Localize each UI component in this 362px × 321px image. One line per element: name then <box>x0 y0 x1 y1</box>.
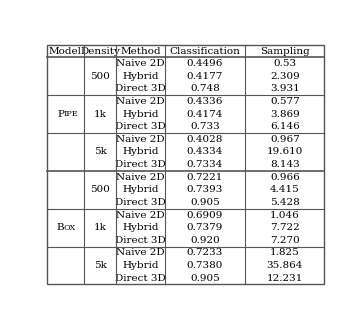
Text: Sampling: Sampling <box>260 47 310 56</box>
Text: Hybrid: Hybrid <box>122 109 159 118</box>
Text: 0.4336: 0.4336 <box>187 97 223 106</box>
Text: 0.733: 0.733 <box>190 122 220 131</box>
Text: Naive 2D: Naive 2D <box>116 211 165 220</box>
Text: 0.7379: 0.7379 <box>187 223 223 232</box>
Text: 1.046: 1.046 <box>270 211 300 220</box>
Text: 4.415: 4.415 <box>270 185 300 194</box>
Text: 1.825: 1.825 <box>270 248 300 257</box>
Text: Hybrid: Hybrid <box>122 72 159 81</box>
Text: 0.4496: 0.4496 <box>187 59 223 68</box>
Text: 35.864: 35.864 <box>267 261 303 270</box>
Text: 0.7393: 0.7393 <box>187 185 223 194</box>
Text: Hybrid: Hybrid <box>122 261 159 270</box>
Text: Naive 2D: Naive 2D <box>116 97 165 106</box>
Text: Naive 2D: Naive 2D <box>116 59 165 68</box>
Text: 5k: 5k <box>94 261 106 270</box>
Text: 500: 500 <box>90 72 110 81</box>
Text: Hybrid: Hybrid <box>122 223 159 232</box>
Text: Direct 3D: Direct 3D <box>115 160 166 169</box>
Text: Naive 2D: Naive 2D <box>116 173 165 182</box>
Text: 0.577: 0.577 <box>270 97 300 106</box>
Text: Density: Density <box>80 47 120 56</box>
Text: OX: OX <box>64 224 76 232</box>
Text: 2.309: 2.309 <box>270 72 300 81</box>
Text: Direct 3D: Direct 3D <box>115 236 166 245</box>
Text: 3.931: 3.931 <box>270 84 300 93</box>
Text: 6.146: 6.146 <box>270 122 300 131</box>
Text: 0.905: 0.905 <box>190 198 220 207</box>
Text: 0.7233: 0.7233 <box>187 248 223 257</box>
Text: 0.53: 0.53 <box>273 59 296 68</box>
Text: 3.869: 3.869 <box>270 109 300 118</box>
Text: P: P <box>57 109 64 118</box>
Text: Classification: Classification <box>169 47 240 56</box>
Text: B: B <box>56 223 64 232</box>
Text: Naive 2D: Naive 2D <box>116 135 165 144</box>
Text: Direct 3D: Direct 3D <box>115 198 166 207</box>
Text: IPE: IPE <box>64 110 79 118</box>
Text: 0.4174: 0.4174 <box>187 109 223 118</box>
Text: 0.7334: 0.7334 <box>187 160 223 169</box>
Text: Method: Method <box>120 47 161 56</box>
Text: 1k: 1k <box>94 109 106 118</box>
Text: 500: 500 <box>90 185 110 194</box>
Text: 19.610: 19.610 <box>267 147 303 156</box>
Text: 0.967: 0.967 <box>270 135 300 144</box>
Text: Hybrid: Hybrid <box>122 147 159 156</box>
Text: 5.428: 5.428 <box>270 198 300 207</box>
Text: 0.920: 0.920 <box>190 236 220 245</box>
Text: Model: Model <box>49 47 82 56</box>
Text: Naive 2D: Naive 2D <box>116 248 165 257</box>
Text: 0.4028: 0.4028 <box>187 135 223 144</box>
Text: 8.143: 8.143 <box>270 160 300 169</box>
Text: 7.270: 7.270 <box>270 236 300 245</box>
Text: 12.231: 12.231 <box>267 273 303 283</box>
Text: Direct 3D: Direct 3D <box>115 273 166 283</box>
Text: 0.905: 0.905 <box>190 273 220 283</box>
Text: Hybrid: Hybrid <box>122 185 159 194</box>
Text: Direct 3D: Direct 3D <box>115 84 166 93</box>
Text: 1k: 1k <box>94 223 106 232</box>
Text: 7.722: 7.722 <box>270 223 300 232</box>
Text: 0.7221: 0.7221 <box>187 173 223 182</box>
Text: 0.7380: 0.7380 <box>187 261 223 270</box>
Text: 0.4177: 0.4177 <box>187 72 223 81</box>
Text: 0.6909: 0.6909 <box>187 211 223 220</box>
Text: 0.4334: 0.4334 <box>187 147 223 156</box>
Text: 0.748: 0.748 <box>190 84 220 93</box>
Text: Direct 3D: Direct 3D <box>115 122 166 131</box>
Text: 5k: 5k <box>94 147 106 156</box>
Text: 0.966: 0.966 <box>270 173 300 182</box>
